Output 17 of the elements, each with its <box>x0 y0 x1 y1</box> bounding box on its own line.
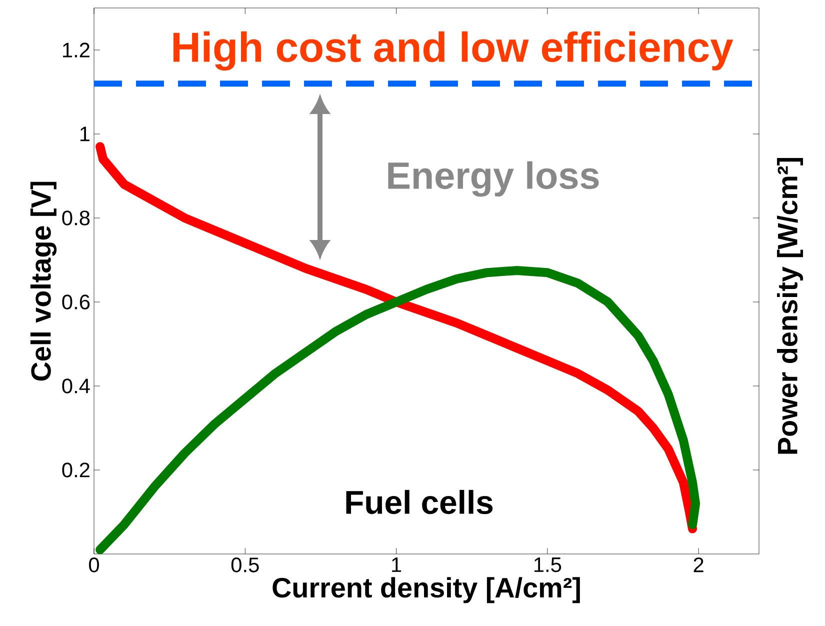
x-axis-title: Current density [A/cm²] <box>272 577 580 604</box>
x-tick-label: 1 <box>392 558 402 572</box>
y-tick-label: 1 <box>80 126 90 142</box>
y-axis-title: Cell voltage [V] <box>30 182 57 381</box>
x-tick-label: 1.5 <box>534 558 562 572</box>
y-tick-label: 0.4 <box>62 378 90 394</box>
y-tick-label: 0.2 <box>62 462 90 478</box>
x-tick-label: 0 <box>89 558 99 572</box>
x-tick-label: 2 <box>694 558 704 572</box>
y-tick-label: 1.2 <box>63 42 90 58</box>
y-tick-label: 0.8 <box>62 210 90 226</box>
annotation: Energy loss <box>388 161 599 197</box>
y-tick-label: 0.6 <box>62 294 90 310</box>
x-tick-label: 0.5 <box>231 558 259 572</box>
annotation: High cost and low efficiency <box>173 31 734 71</box>
y2-axis-title: Power density [W/cm²] <box>777 158 803 454</box>
annotation: Fuel cells <box>346 490 493 514</box>
